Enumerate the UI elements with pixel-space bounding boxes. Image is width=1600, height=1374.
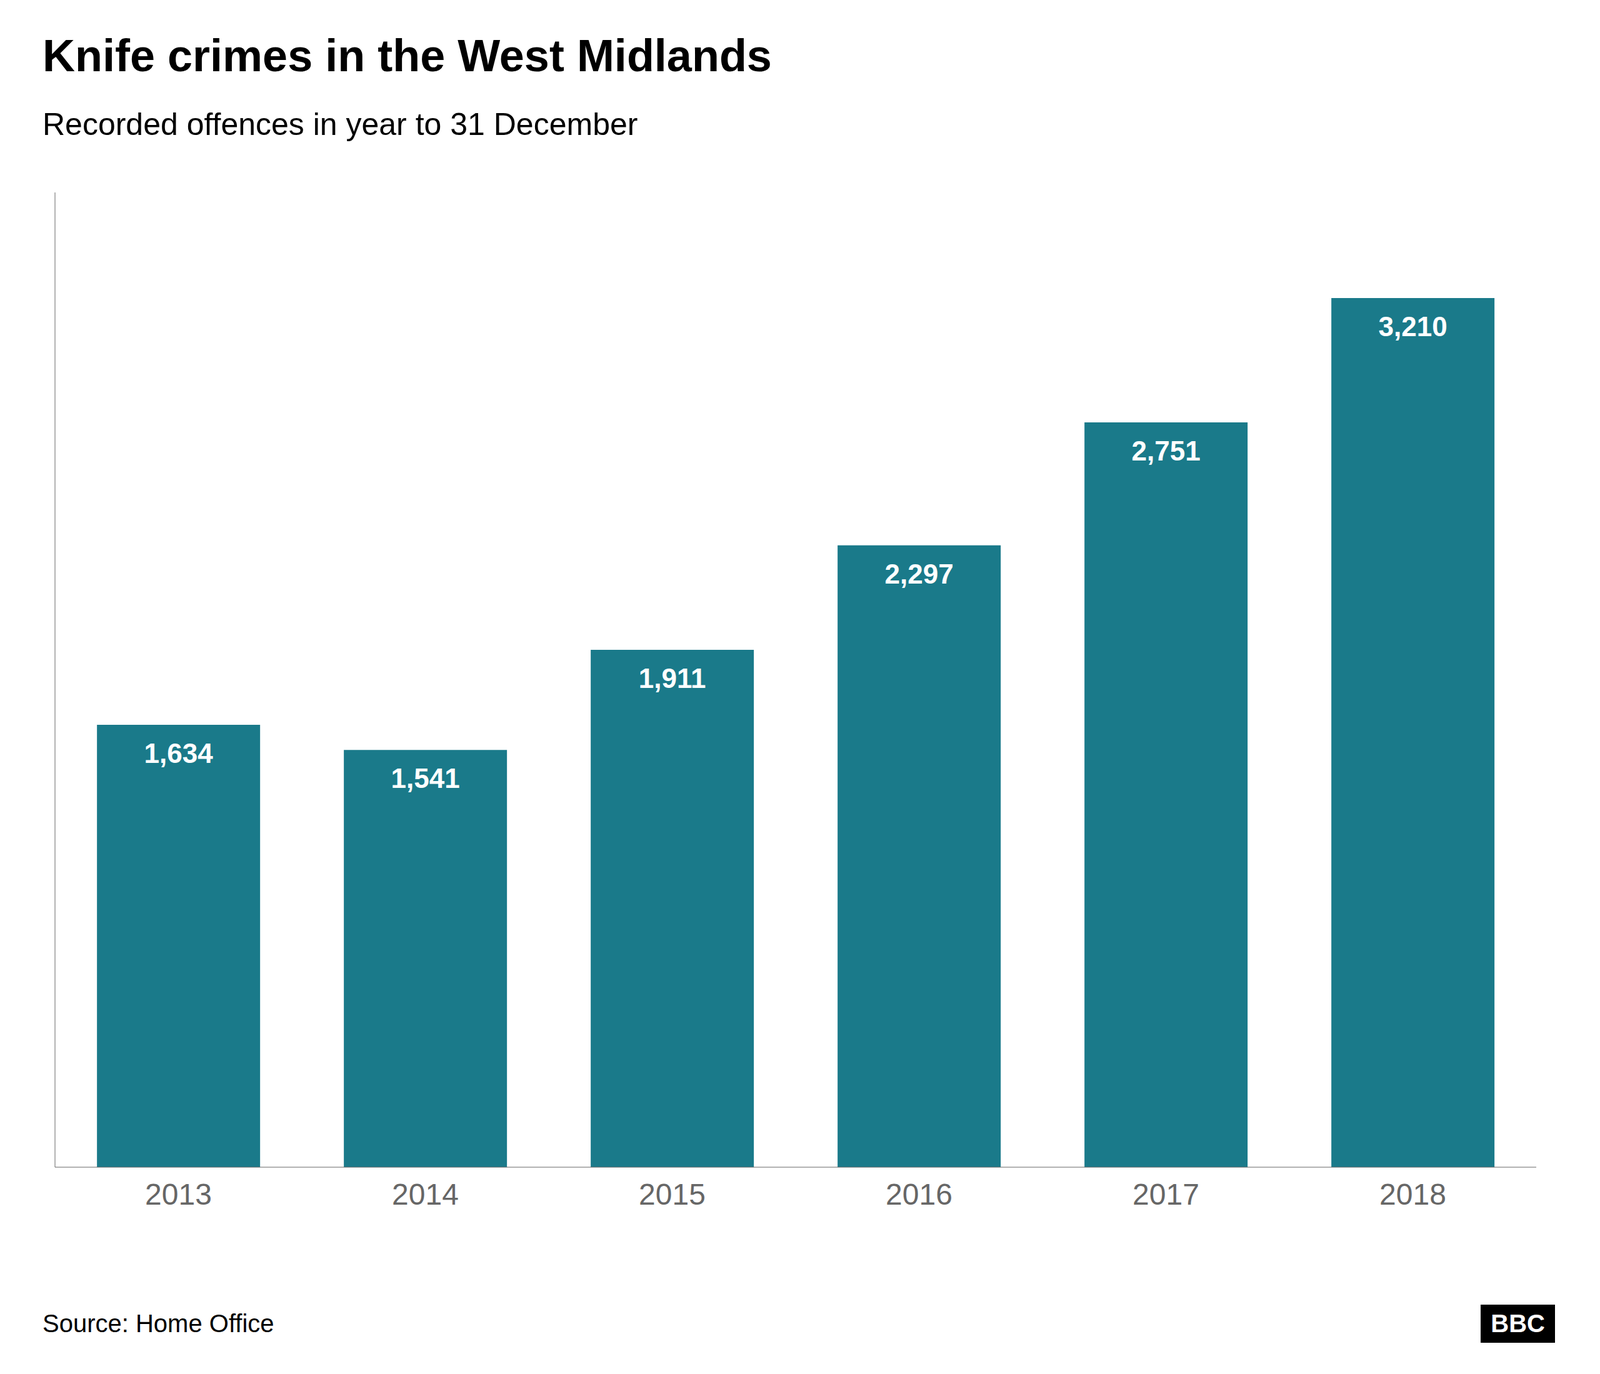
svg-text:2016: 2016: [885, 1178, 953, 1212]
svg-text:1,634: 1,634: [144, 738, 214, 769]
svg-text:1,541: 1,541: [391, 763, 460, 794]
svg-text:2013: 2013: [145, 1178, 212, 1212]
svg-text:1,911: 1,911: [638, 663, 707, 694]
html-text:BBC: BBC: [1490, 1310, 1545, 1338]
svg-text:2015: 2015: [638, 1178, 706, 1212]
svg-text:2,297: 2,297: [885, 558, 954, 590]
svg-text:2014: 2014: [391, 1178, 459, 1212]
svg-text:3,210: 3,210: [1378, 311, 1448, 342]
svg-text:2017: 2017: [1132, 1178, 1200, 1212]
html-text:Knife crimes in the West Midla: Knife crimes in the West Midlands: [42, 30, 772, 81]
svg-text:2,751: 2,751: [1131, 435, 1201, 467]
html-text:Source: Home Office: Source: Home Office: [42, 1310, 275, 1338]
html-text:Recorded offences in year to 3: Recorded offences in year to 31 December: [42, 106, 638, 142]
svg-text:2018: 2018: [1379, 1178, 1447, 1212]
